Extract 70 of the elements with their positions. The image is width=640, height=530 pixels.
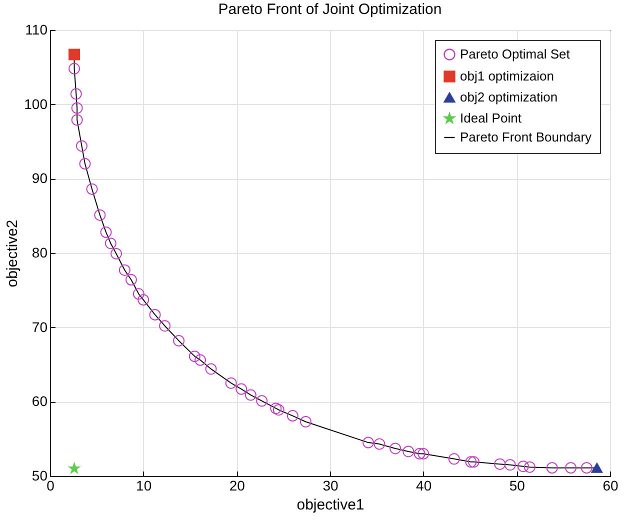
point bbox=[362, 436, 374, 448]
point bbox=[591, 462, 603, 473]
legend-label: Pareto Optimal Set bbox=[460, 46, 570, 62]
legend-label: obj2 optimization bbox=[460, 90, 558, 104]
point bbox=[374, 438, 386, 450]
point bbox=[524, 461, 536, 473]
point bbox=[70, 88, 82, 100]
point bbox=[138, 294, 150, 306]
point bbox=[465, 456, 477, 468]
y-tick-label: 80 bbox=[32, 244, 48, 260]
point bbox=[494, 458, 506, 470]
point bbox=[194, 354, 206, 366]
point bbox=[468, 456, 480, 468]
point bbox=[286, 410, 298, 422]
point bbox=[402, 446, 414, 458]
point bbox=[79, 158, 91, 170]
point bbox=[125, 274, 137, 286]
legend-label: Ideal Point bbox=[460, 110, 522, 126]
y-tick-label: 70 bbox=[32, 318, 48, 335]
point bbox=[188, 350, 200, 362]
x-tick-label: 0 bbox=[46, 478, 55, 494]
point bbox=[448, 453, 460, 465]
point bbox=[71, 114, 83, 126]
x-tick-label: 50 bbox=[509, 478, 526, 494]
y-tick-label: 60 bbox=[32, 393, 48, 410]
point bbox=[94, 209, 106, 221]
point bbox=[86, 183, 98, 195]
point bbox=[68, 48, 80, 60]
point bbox=[68, 462, 80, 474]
point bbox=[132, 288, 144, 300]
point bbox=[244, 389, 256, 401]
point bbox=[546, 462, 558, 474]
point bbox=[504, 459, 516, 471]
point bbox=[580, 462, 592, 474]
x-tick-label: 20 bbox=[229, 478, 246, 494]
point bbox=[225, 377, 237, 389]
point bbox=[104, 238, 116, 250]
point bbox=[159, 320, 171, 332]
x-tick-label: 30 bbox=[322, 478, 338, 494]
y-tick-label: 110 bbox=[25, 22, 48, 38]
point bbox=[517, 460, 529, 472]
y-tick-label: 50 bbox=[32, 468, 48, 484]
y-axis-title: objective2 bbox=[4, 220, 22, 288]
chart-title: Pareto Front of Joint Optimization bbox=[218, 1, 442, 18]
point bbox=[256, 395, 268, 407]
point bbox=[68, 62, 80, 74]
point bbox=[118, 264, 130, 276]
x-tick-label: 10 bbox=[136, 478, 152, 494]
point bbox=[76, 140, 88, 152]
point bbox=[71, 102, 83, 114]
point bbox=[300, 416, 312, 428]
point bbox=[418, 448, 430, 460]
point bbox=[414, 448, 426, 460]
point bbox=[565, 462, 577, 474]
x-axis-title: objective1 bbox=[296, 496, 364, 514]
point bbox=[149, 308, 161, 320]
point bbox=[110, 248, 122, 260]
y-tick-label: 100 bbox=[24, 96, 48, 112]
point bbox=[205, 363, 217, 375]
point bbox=[173, 334, 185, 346]
point bbox=[100, 226, 112, 238]
legend-label: obj1 optimizaion bbox=[460, 68, 554, 84]
x-tick-label: 40 bbox=[416, 478, 432, 494]
x-tick-label: 60 bbox=[602, 478, 618, 494]
y-tick-label: 90 bbox=[32, 170, 48, 186]
point bbox=[390, 442, 402, 454]
point bbox=[270, 402, 282, 414]
point bbox=[272, 404, 284, 416]
legend-label: Pareto Front Boundary bbox=[460, 130, 592, 144]
point bbox=[236, 383, 248, 395]
